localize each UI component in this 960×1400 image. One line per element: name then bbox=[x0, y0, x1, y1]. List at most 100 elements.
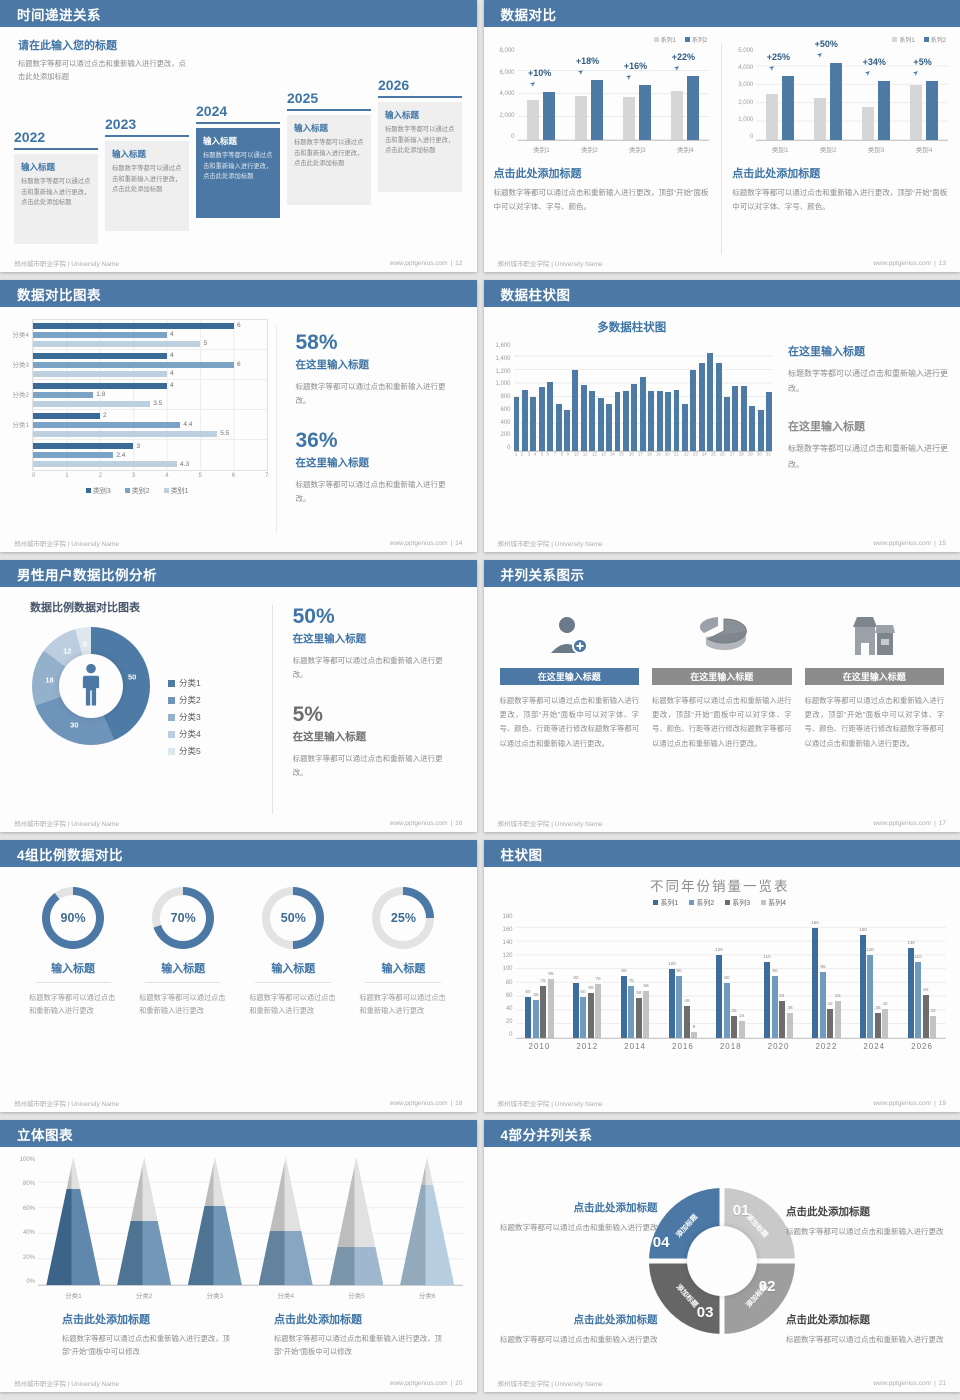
x-tick-label: 24 bbox=[702, 452, 707, 458]
arrow-up-icon: ➤ bbox=[672, 63, 682, 73]
x-tick-label: 5 bbox=[540, 452, 544, 458]
bar: 46 bbox=[683, 999, 690, 1038]
x-tick-label: 15 bbox=[619, 452, 625, 458]
bar bbox=[681, 404, 688, 451]
slide-title-bar: 立体图表 bbox=[0, 1120, 477, 1147]
pyramid-item bbox=[109, 1157, 180, 1285]
slide-footer: 郑州城市职业学院 | University Name www.pptgenius… bbox=[0, 254, 477, 272]
legend-item: 分类1 bbox=[168, 677, 201, 689]
chart-title: 多数据柱状图 bbox=[597, 322, 667, 334]
caption-block: 点击此处添加标题 标题数字等都可以通过点击和重新输入进行更改，顶部“开始”面板中… bbox=[274, 1311, 452, 1359]
value-label: 1.8 bbox=[96, 391, 106, 398]
footer-right: www.pptgenius.com | 14 bbox=[390, 540, 463, 547]
pyramid-fill-clip bbox=[258, 1231, 313, 1285]
chart-area: 1,600 1,400 1,200 1,000 800 600 400 200 0 bbox=[492, 343, 773, 452]
value-label: 36 bbox=[787, 1005, 793, 1011]
arrow-up-icon: ➤ bbox=[911, 68, 921, 78]
bar: 8 bbox=[691, 1025, 698, 1038]
x-tick-label: 类别2 bbox=[819, 147, 837, 154]
bar-group: 80 60 65 78 bbox=[563, 914, 611, 1038]
bar: 42 bbox=[882, 1002, 889, 1038]
value-label: 6 bbox=[236, 361, 241, 368]
progress-rings-row: 90% 输入标题 标题数字等都可以通过点击和重新输入进行更改 70% 输入标题 标题数字等… bbox=[0, 867, 477, 1094]
value-label: 6 bbox=[236, 322, 241, 329]
ring-title: 输入标题 bbox=[51, 963, 96, 975]
slide-body: 数据比例数据对比图表 50 30 18 12 5 分类1 分类2 分类3 分类4 分类5 50%… bbox=[0, 587, 477, 832]
timeline-item: 2024 输入标题 标题数字等都可以通过点击和重新输入进行更改，点击此处添加标题 bbox=[196, 103, 280, 218]
bar bbox=[606, 404, 613, 451]
timeline-box: 输入标题 标题数字等都可以通过点击和重新输入进行更改，点击此处添加标题 bbox=[105, 141, 189, 231]
bar bbox=[830, 63, 843, 140]
bar bbox=[665, 392, 672, 451]
text-block: 在这里输入标题 标题数字等都可以通过点击和重新输入进行更改。 bbox=[788, 418, 948, 471]
legend-item: 系列1 bbox=[653, 35, 676, 44]
bar-row: 3.5 bbox=[33, 400, 267, 407]
legend-swatch bbox=[653, 37, 659, 42]
slide-title-bar: 并列关系图示 bbox=[483, 560, 960, 587]
stats-panel: 58% 在这里输入标题 标题数字等都可以通过点击和重新输入进行更改。 36% 在… bbox=[276, 325, 466, 552]
bar: 65 bbox=[587, 986, 594, 1038]
footer-separator: | bbox=[450, 1379, 453, 1387]
legend-item: 系列2 bbox=[689, 898, 714, 908]
x-tick-label: 5 bbox=[198, 473, 202, 479]
bar-group: +25% ➤ bbox=[756, 48, 804, 140]
x-tick-label: 分类1 bbox=[65, 1293, 82, 1300]
pyramid-item bbox=[392, 1157, 463, 1285]
bar-group: +22% ➤ bbox=[661, 48, 709, 140]
footer-school: 郑州城市职业学院 | University Name bbox=[497, 261, 603, 268]
slide-18: 4组比例数据对比 90% 输入标题 标题数字等都可以通过点击和重新输入进行更改 70%… bbox=[0, 840, 477, 1112]
bar-row: 4.3 bbox=[33, 461, 267, 468]
pyramid-item bbox=[250, 1157, 321, 1285]
y-axis: 8,000 6,000 4,000 2,000 0 bbox=[494, 48, 518, 140]
bar bbox=[707, 353, 714, 451]
footer-page-number: 12 bbox=[455, 259, 463, 267]
card-title: 在这里输入标题 bbox=[804, 668, 944, 685]
segment-number: 01 bbox=[732, 1202, 750, 1219]
arrow-up-icon: ➤ bbox=[863, 68, 873, 78]
x-tick-label: 类别1 bbox=[533, 147, 550, 154]
legend-swatch bbox=[163, 488, 169, 493]
value-label: 110 bbox=[914, 954, 923, 960]
stat-title: 在这里输入标题 bbox=[292, 730, 367, 743]
slice-value-label: 5 bbox=[83, 639, 88, 649]
segment-number: 04 bbox=[652, 1234, 670, 1251]
divider bbox=[35, 982, 112, 983]
bar bbox=[814, 98, 827, 140]
legend-swatch bbox=[923, 37, 929, 42]
bar bbox=[614, 392, 621, 451]
intro-block: 请在此输入您的标题 标题数字等都可以通过点击和重新输入进行更改，点击此处添加标题 bbox=[18, 37, 188, 83]
footer-right: www.pptgenius.com | 17 bbox=[873, 820, 946, 827]
block-title: 点击此处添加标题 bbox=[786, 1206, 870, 1218]
slide-body: 请在此输入您的标题 标题数字等都可以通过点击和重新输入进行更改，点击此处添加标题… bbox=[0, 27, 477, 254]
intro-body: 标题数字等都可以通过点击和重新输入进行更改，点击此处添加标题 bbox=[18, 59, 186, 82]
bar: 53 bbox=[834, 994, 841, 1038]
pyramid bbox=[187, 1157, 242, 1285]
caption-body: 标题数字等都可以通过点击和重新输入进行更改，顶部“开始”面板中可以修改 bbox=[274, 1334, 442, 1357]
stat-body: 标题数字等都可以通过点击和重新输入进行更改。 bbox=[295, 479, 446, 503]
bar-group: 60 55 75 85 bbox=[516, 914, 564, 1038]
footer-site: www.pptgenius.com bbox=[873, 259, 932, 267]
ring-card: 90% 输入标题 标题数字等都可以通过点击和重新输入进行更改 bbox=[22, 887, 124, 1094]
x-tick-label: 分类2 bbox=[135, 1293, 153, 1300]
group-label: 分类3 bbox=[12, 362, 29, 369]
footer-page-number: 13 bbox=[938, 259, 946, 267]
x-tick-label: 4 bbox=[534, 452, 537, 458]
plot-area bbox=[38, 1157, 463, 1286]
group-label: 分类2 bbox=[12, 392, 29, 399]
slide-14: 数据对比图表 分类4 分类3 分类2 分类1 6 4 5 4 6 4 4 1.8 3.5 2 4.4 5.5 3… bbox=[0, 280, 477, 552]
stat-block: 50% 在这里输入标题 标题数字等都可以通过点击和重新输入进行更改。 bbox=[293, 605, 467, 683]
arrow-up-icon: ➤ bbox=[815, 50, 825, 60]
arrow-up-icon: ➤ bbox=[576, 67, 586, 77]
legend-item: 系列2 bbox=[923, 35, 946, 44]
bar bbox=[555, 404, 562, 451]
footer-page-number: 15 bbox=[938, 539, 946, 547]
bar bbox=[33, 412, 100, 419]
timeline-box-body: 标题数字等都可以通过点击和重新输入进行更改，点击此处添加标题 bbox=[112, 165, 182, 194]
building-icon bbox=[805, 601, 945, 659]
value-label: 62 bbox=[923, 987, 929, 993]
y-tick-label: 100 bbox=[502, 966, 513, 973]
y-tick-label: 0 bbox=[507, 445, 511, 451]
bar-row: 1.8 bbox=[33, 391, 267, 398]
pyramid-shading bbox=[258, 1157, 313, 1285]
x-tick-label: 类别3 bbox=[867, 147, 885, 154]
